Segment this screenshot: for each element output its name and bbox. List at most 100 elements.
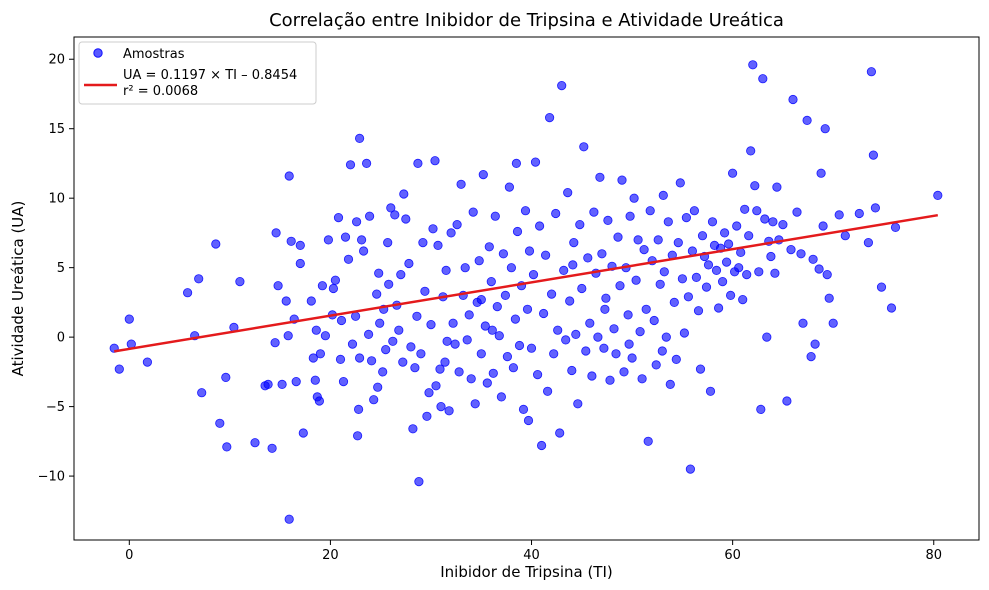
- data-point: [284, 514, 294, 524]
- data-point: [766, 251, 776, 262]
- y-tick-label: 10: [48, 192, 65, 207]
- data-point: [738, 294, 748, 305]
- data-point: [711, 265, 722, 275]
- data-point: [345, 160, 356, 170]
- data-point: [834, 210, 844, 220]
- data-point: [482, 378, 492, 388]
- data-point: [571, 329, 581, 339]
- data-point: [599, 343, 609, 353]
- data-point: [890, 222, 901, 232]
- data-point: [431, 381, 441, 391]
- data-point: [358, 246, 369, 256]
- data-point: [559, 265, 569, 275]
- data-point: [350, 311, 361, 321]
- data-point: [530, 157, 541, 167]
- data-point: [506, 263, 516, 273]
- data-point: [611, 349, 621, 359]
- data-point: [490, 211, 500, 221]
- data-point: [734, 263, 744, 273]
- data-point: [609, 324, 619, 334]
- data-point: [510, 314, 521, 324]
- data-point: [746, 146, 756, 156]
- data-point: [500, 290, 510, 300]
- data-point: [748, 60, 758, 70]
- data-point: [271, 228, 281, 238]
- data-point: [428, 224, 438, 234]
- data-point: [311, 325, 321, 335]
- data-point: [286, 236, 296, 246]
- data-point: [406, 342, 416, 352]
- data-point: [363, 329, 374, 339]
- points-layer: [109, 60, 943, 524]
- data-point: [183, 288, 193, 298]
- data-point: [422, 411, 432, 421]
- data-point: [369, 395, 379, 405]
- data-point: [412, 311, 422, 321]
- data-point: [508, 363, 519, 373]
- data-point: [347, 339, 358, 349]
- data-point: [456, 179, 466, 189]
- y-tick-label: 20: [48, 53, 65, 68]
- data-point: [476, 294, 486, 305]
- data-point: [758, 74, 768, 84]
- data-point: [514, 340, 525, 351]
- data-point: [600, 304, 610, 314]
- data-point: [754, 267, 764, 277]
- y-tick-label: −10: [38, 470, 65, 485]
- data-point: [772, 182, 782, 192]
- data-point: [284, 171, 294, 181]
- data-point: [414, 476, 424, 487]
- data-point: [336, 315, 347, 326]
- data-point: [396, 269, 406, 280]
- data-point: [323, 235, 333, 245]
- data-point: [802, 115, 812, 126]
- data-point: [683, 292, 694, 302]
- data-point: [782, 396, 792, 406]
- data-point: [760, 214, 770, 224]
- plot-frame: [73, 36, 980, 541]
- data-point: [351, 217, 362, 227]
- y-axis: −10 −5 0 5 10 15 20: [38, 53, 74, 485]
- data-point: [617, 175, 627, 185]
- data-point: [250, 438, 260, 448]
- data-point: [669, 297, 679, 307]
- data-point: [581, 346, 591, 356]
- data-point: [523, 415, 534, 426]
- data-point: [627, 353, 637, 363]
- x-axis: 0 20 40 60 80: [125, 540, 942, 563]
- data-point: [544, 113, 555, 123]
- data-point: [310, 375, 320, 385]
- data-point: [343, 254, 354, 264]
- data-point: [408, 424, 418, 434]
- data-point: [211, 239, 221, 249]
- data-point: [643, 436, 653, 446]
- data-point: [605, 375, 615, 385]
- data-point: [454, 367, 464, 377]
- data-point: [430, 156, 440, 166]
- data-point: [476, 349, 486, 359]
- data-point: [534, 221, 545, 231]
- data-point: [546, 289, 557, 299]
- data-point: [315, 349, 325, 359]
- data-point: [488, 368, 498, 378]
- data-point: [197, 388, 207, 398]
- data-point: [752, 206, 762, 216]
- data-point: [675, 178, 685, 188]
- data-point: [840, 231, 850, 241]
- data-point: [235, 276, 245, 287]
- legend-frame: [78, 41, 317, 105]
- data-point: [687, 246, 698, 256]
- data-point: [474, 256, 484, 266]
- data-point: [404, 258, 414, 269]
- data-point: [549, 349, 559, 359]
- data-point: [114, 364, 124, 374]
- data-point: [691, 272, 702, 282]
- data-point: [579, 142, 589, 152]
- data-point: [732, 221, 742, 231]
- data-point: [603, 215, 613, 225]
- data-point: [681, 213, 692, 223]
- data-point: [374, 268, 384, 278]
- data-point: [806, 351, 816, 362]
- data-point: [498, 249, 508, 259]
- x-tick-label: 20: [322, 548, 339, 563]
